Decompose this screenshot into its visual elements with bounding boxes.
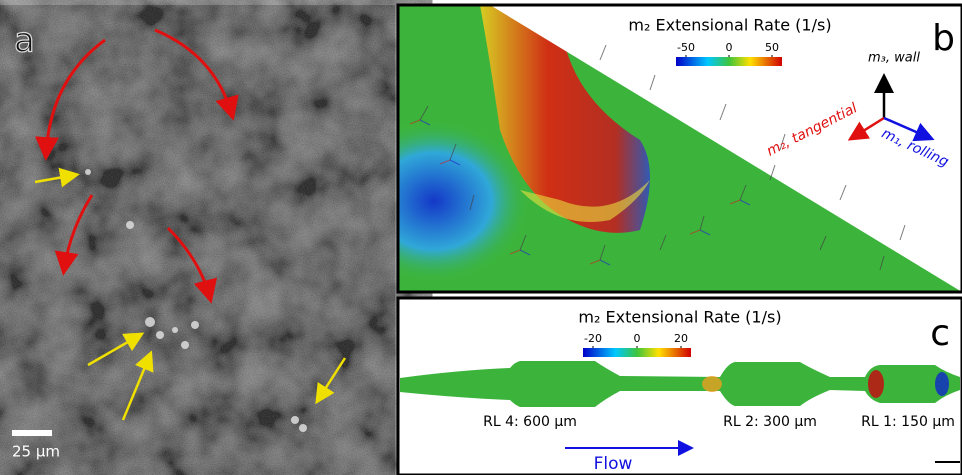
colorbar-tick-label: -50 xyxy=(677,41,695,54)
scale-bar xyxy=(12,430,52,436)
panel-a: a 25 μm xyxy=(0,5,395,475)
region-label: RL 2: 300 μm xyxy=(723,414,817,430)
figure: a 25 μm m₂ Extensional Rate (1/s) -50 0 50… xyxy=(0,0,962,475)
axis-label: m₃, wall xyxy=(868,51,920,66)
colorbar-tick-label: -20 xyxy=(584,332,602,345)
region-label: RL 1: 150 μm xyxy=(861,414,955,430)
panel-c: m₂ Extensional Rate (1/s) -20 0 20 c RL 4:… xyxy=(398,298,962,475)
colorbar-tick-label: 50 xyxy=(765,41,779,54)
colorbar xyxy=(583,348,691,357)
panel-label: b xyxy=(932,18,955,59)
region-label: RL 4: 600 μm xyxy=(483,414,577,430)
colorbar-tick-label: 0 xyxy=(726,41,733,54)
panel-label: c xyxy=(930,313,950,354)
panel-label: a xyxy=(14,21,35,61)
colorbar-title: m₂ Extensional Rate (1/s) xyxy=(628,16,831,35)
scale-label: 25 μm xyxy=(12,443,60,461)
flow-label: Flow xyxy=(594,454,633,474)
colorbar-tick-label: 20 xyxy=(674,332,688,345)
colorbar xyxy=(676,57,782,66)
colorbar-title: m₂ Extensional Rate (1/s) xyxy=(578,308,781,327)
panel-b: m₂ Extensional Rate (1/s) -50 0 50 b m₃, w… xyxy=(398,5,962,292)
colorbar-tick-label: 0 xyxy=(634,332,641,345)
